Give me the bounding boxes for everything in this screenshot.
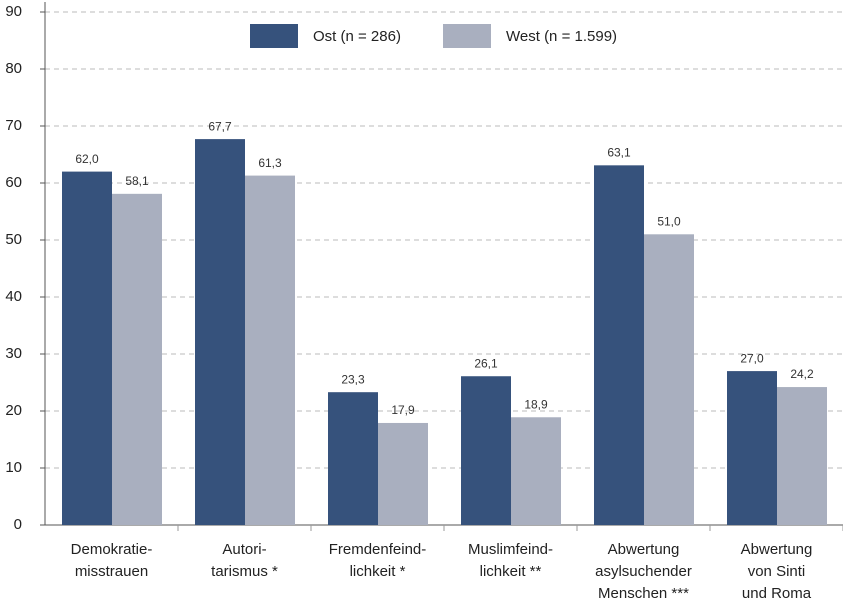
value-label: 63,1	[607, 146, 631, 160]
value-label: 24,2	[790, 367, 814, 381]
legend-swatch	[250, 24, 298, 48]
value-label: 67,7	[208, 119, 232, 133]
y-tick-label: 40	[5, 288, 22, 305]
legend-label: Ost (n = 286)	[313, 28, 401, 45]
x-tick-label: Muslimfeind-lichkeit **	[468, 541, 553, 580]
bar	[594, 165, 644, 525]
bar	[777, 387, 827, 525]
bar	[62, 171, 112, 525]
x-tick-label: Abwertung asylsuchender Menschen ***	[595, 541, 692, 602]
y-tick-label: 0	[14, 516, 22, 533]
value-label: 58,1	[125, 174, 149, 188]
value-label: 27,0	[740, 351, 764, 365]
y-tick-label: 70	[5, 117, 22, 134]
y-tick-label: 80	[5, 60, 22, 77]
bar	[461, 376, 511, 525]
y-tick-label: 60	[5, 174, 22, 191]
value-label: 17,9	[391, 403, 415, 417]
x-tick-label: Autori-tarismus *	[211, 541, 278, 580]
x-tick-label: Fremdenfeind-lichkeit *	[329, 541, 427, 580]
value-label: 18,9	[524, 397, 548, 411]
bar	[644, 234, 694, 526]
y-tick-label: 90	[5, 3, 22, 20]
x-tick-label: Demokratie-misstrauen	[71, 541, 153, 580]
y-tick-label: 30	[5, 345, 22, 362]
bar	[378, 422, 428, 525]
y-tick-label: 10	[5, 459, 22, 476]
y-tick-label: 20	[5, 402, 22, 419]
bar	[195, 139, 245, 526]
value-label: 23,3	[341, 372, 365, 386]
value-label: 51,0	[657, 214, 681, 228]
y-tick-label: 50	[5, 231, 22, 248]
legend-swatch	[443, 24, 491, 48]
value-label: 26,1	[474, 356, 498, 370]
value-label: 61,3	[258, 156, 282, 170]
bar	[727, 371, 777, 525]
bar	[245, 175, 295, 525]
bar	[511, 417, 561, 525]
value-label: 62,0	[75, 152, 99, 166]
bar	[112, 193, 162, 525]
x-tick-label: Abwertung von Sinti und Roma	[741, 541, 813, 602]
legend-label: West (n = 1.599)	[506, 28, 617, 45]
bar	[328, 392, 378, 525]
